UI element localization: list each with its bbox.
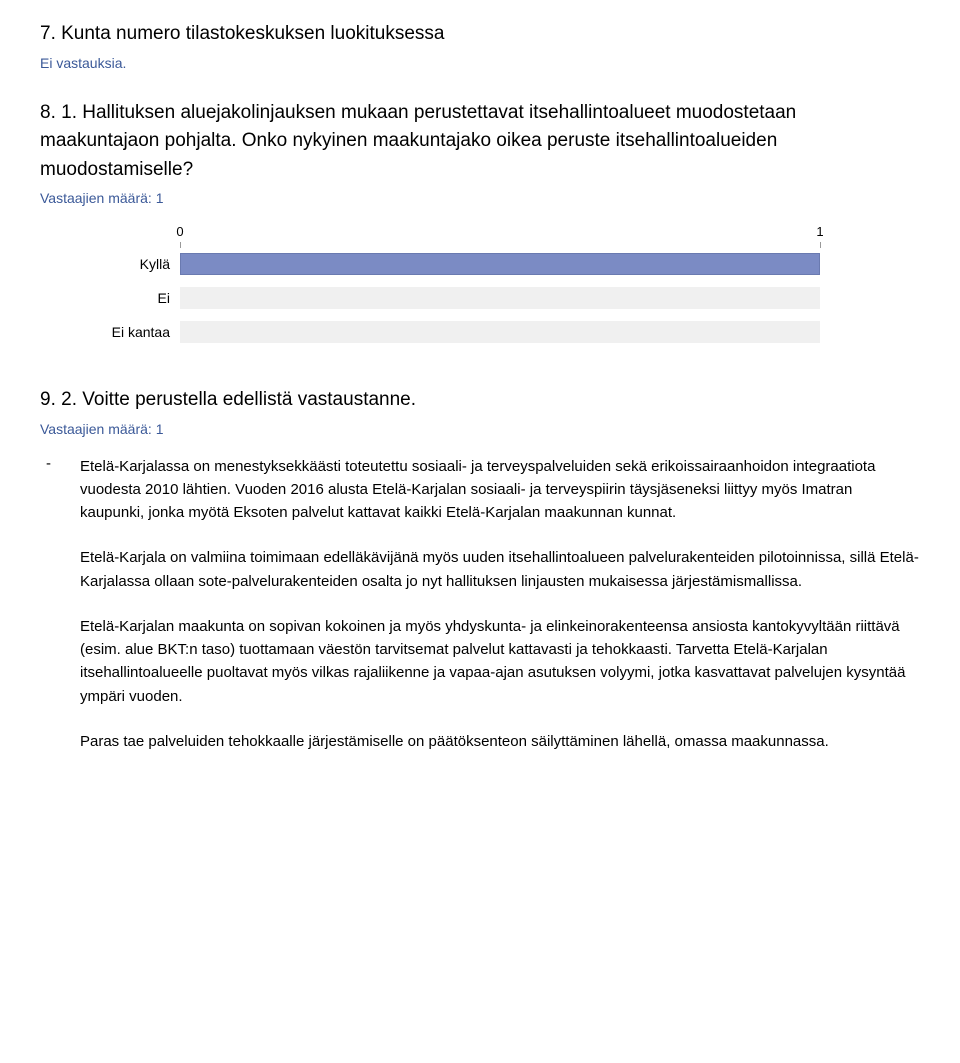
answer-text: Etelä-Karjalassa on menestyksekkäästi to… xyxy=(80,455,920,754)
q7-title: 7. Kunta numero tilastokeskuksen luokitu… xyxy=(40,20,920,49)
question-9: 9. 2. Voitte perustella edellistä vastau… xyxy=(40,386,920,753)
chart-axis-ticks xyxy=(180,242,820,250)
chart-axis-labels: 0 1 xyxy=(180,224,820,242)
bar-row-ei-kantaa: Ei kantaa xyxy=(100,318,920,346)
answer-dash: - xyxy=(40,455,80,754)
q8-title: 8. 1. Hallituksen aluejakolinjauksen muk… xyxy=(40,99,920,185)
answer-para: Etelä-Karjalassa on menestyksekkäästi to… xyxy=(80,455,920,525)
bar-track xyxy=(180,253,820,275)
bar-row-kylla: Kyllä xyxy=(100,250,920,278)
bar-label: Ei xyxy=(100,290,180,306)
q9-answer: - Etelä-Karjalassa on menestyksekkäästi … xyxy=(40,455,920,754)
q7-no-answers: Ei vastauksia. xyxy=(40,55,920,71)
axis-min-label: 0 xyxy=(176,224,183,239)
q8-resp-count: Vastaajien määrä: 1 xyxy=(40,190,920,206)
question-8: 8. 1. Hallituksen aluejakolinjauksen muk… xyxy=(40,99,920,347)
bar-track xyxy=(180,321,820,343)
q9-title: 9. 2. Voitte perustella edellistä vastau… xyxy=(40,386,920,415)
bar-fill xyxy=(180,253,820,275)
answer-para: Etelä-Karjalan maakunta on sopivan kokoi… xyxy=(80,615,920,708)
q9-resp-count: Vastaajien määrä: 1 xyxy=(40,421,920,437)
bar-row-ei: Ei xyxy=(100,284,920,312)
axis-max-label: 1 xyxy=(816,224,823,239)
bar-label: Ei kantaa xyxy=(100,324,180,340)
q8-chart: 0 1 Kyllä Ei Ei kantaa xyxy=(100,224,920,346)
answer-para: Etelä-Karjala on valmiina toimimaan edel… xyxy=(80,546,920,593)
axis-tick xyxy=(180,242,181,248)
bar-track xyxy=(180,287,820,309)
bar-label: Kyllä xyxy=(100,256,180,272)
question-7: 7. Kunta numero tilastokeskuksen luokitu… xyxy=(40,20,920,71)
answer-para: Paras tae palveluiden tehokkaalle järjes… xyxy=(80,730,920,753)
axis-tick xyxy=(820,242,821,248)
